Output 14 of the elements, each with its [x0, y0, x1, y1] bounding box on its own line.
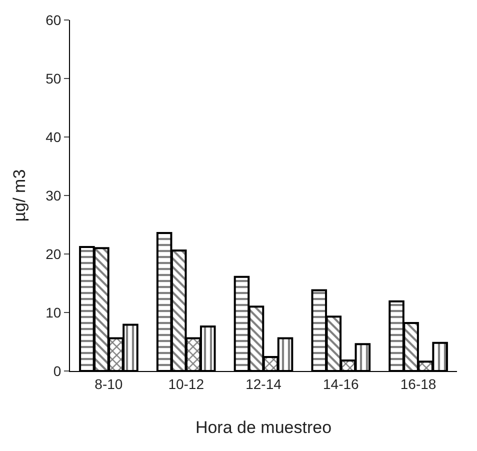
x-axis-title: Hora de muestreo — [195, 418, 332, 438]
y-tick-label: 50 — [46, 70, 62, 86]
y-tick-label: 30 — [46, 187, 62, 204]
y-tick-label: 20 — [46, 246, 62, 262]
x-tick-label: 10-12 — [168, 376, 204, 392]
x-tick-label: 12-14 — [246, 376, 282, 392]
y-axis-title: µg/ m3 — [10, 169, 30, 222]
y-tick-label: 60 — [46, 12, 62, 28]
y-tick-label: 40 — [46, 128, 62, 145]
x-tick-label: 14-16 — [322, 376, 360, 392]
y-tick-label: 0 — [53, 362, 62, 379]
x-tick-label: 16-18 — [400, 376, 436, 392]
y-tick-label: 10 — [46, 304, 62, 320]
x-tick-label: 8-10 — [94, 376, 123, 392]
